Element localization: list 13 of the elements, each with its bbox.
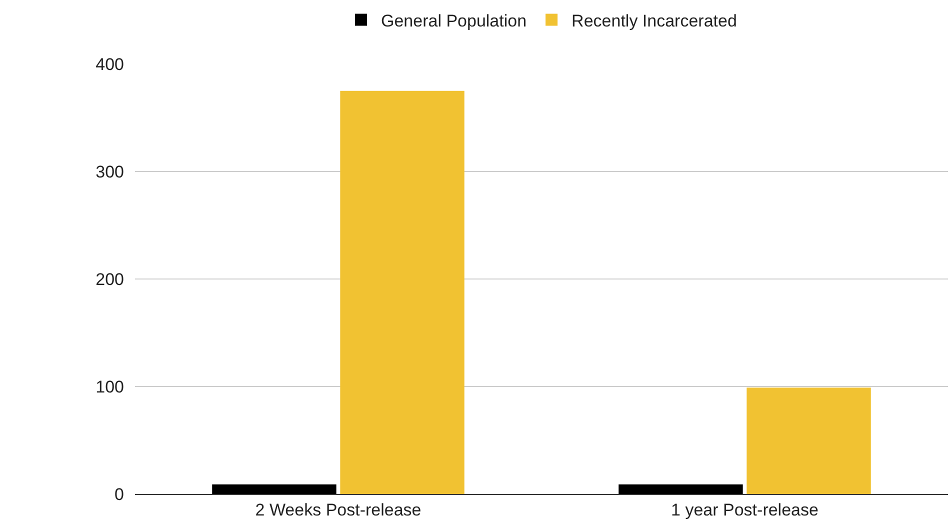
x-tick-label: 1 year Post-release [671, 500, 818, 520]
y-tick-label: 400 [96, 54, 124, 74]
bar [618, 484, 743, 494]
y-tick-label: 200 [96, 270, 124, 289]
y-tick-label: 300 [96, 162, 124, 182]
bar [212, 484, 336, 494]
bar [746, 388, 871, 494]
y-tick-label: 0 [114, 484, 124, 504]
y-tick-label: 100 [96, 377, 124, 396]
legend-label: Recently Incarcerated [572, 11, 737, 30]
bar [340, 90, 464, 494]
x-tick-label: 2 Weeks Post-release [255, 500, 422, 520]
legend-label: General Population [381, 11, 527, 30]
